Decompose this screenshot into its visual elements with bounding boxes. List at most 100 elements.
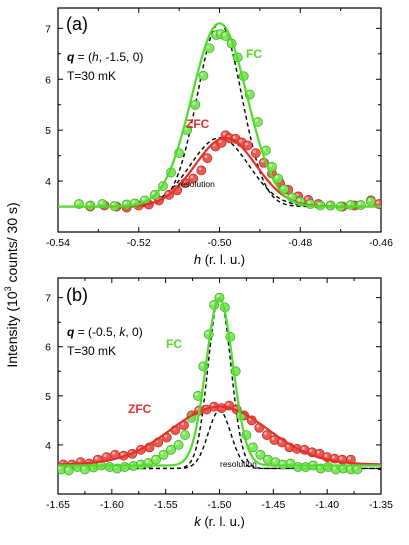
q-text: = ( <box>74 50 92 64</box>
fc-point-highlight <box>206 45 210 49</box>
y-tick-label: 7 <box>45 23 51 35</box>
zfc-point-highlight <box>263 432 267 436</box>
y-tick-label: 7 <box>45 293 51 305</box>
x-axis-variable: h <box>194 252 201 267</box>
zfc-point-highlight <box>94 456 98 460</box>
x-tick-label: -1.35 <box>369 499 393 511</box>
zfc-point-highlight <box>301 446 305 450</box>
fc-point-highlight <box>289 194 293 198</box>
fc-point-highlight <box>82 466 86 470</box>
fc-point-highlight <box>347 202 351 206</box>
fc-point-highlight <box>213 31 217 35</box>
q-symbol: q <box>67 325 75 339</box>
fc-point-highlight <box>347 466 351 470</box>
x-tick-label: -0.46 <box>369 237 393 249</box>
fc-point <box>366 196 376 207</box>
resolution-curve-fc <box>58 295 381 470</box>
zfc-label: ZFC <box>128 402 152 416</box>
zfc-point-highlight <box>218 139 222 143</box>
zfc-point-highlight <box>286 444 290 448</box>
fc-point-highlight <box>249 444 253 448</box>
fc-point-highlight <box>263 147 267 151</box>
zfc-point-highlight <box>190 175 194 179</box>
fc-point-highlight <box>184 127 188 131</box>
fc-point-highlight <box>327 202 331 206</box>
fc-point-highlight <box>182 432 186 436</box>
x-tick-label: -1.60 <box>100 499 124 511</box>
fc-point-highlight <box>99 201 103 204</box>
y-tick-label: 4 <box>45 440 51 452</box>
zfc-point <box>196 165 207 176</box>
fc-point-highlight <box>200 363 204 367</box>
plot-area <box>58 292 381 476</box>
fc-point <box>63 465 74 476</box>
fc-point-highlight <box>195 392 199 396</box>
zfc-point <box>202 153 213 164</box>
fc-point-highlight <box>217 30 221 34</box>
fc-point-highlight <box>275 175 279 179</box>
zfc-point-highlight <box>309 449 313 453</box>
zfc-point-highlight <box>324 454 328 458</box>
plot-area <box>58 22 381 213</box>
fc-point <box>121 199 132 210</box>
fc-point-highlight <box>269 163 273 167</box>
zfc-point-highlight <box>331 455 335 459</box>
fc-point-highlight <box>211 302 215 305</box>
fc-point-highlight <box>368 198 372 202</box>
fc-point-highlight <box>138 461 142 465</box>
fc-point <box>198 70 209 81</box>
fc-point-highlight <box>265 456 269 460</box>
zfc-point-highlight <box>211 403 215 407</box>
fc-point-highlight <box>87 202 91 206</box>
zfc-point-highlight <box>347 456 351 460</box>
x-axis-variable: k <box>194 514 202 529</box>
zfc-point-highlight <box>279 439 283 443</box>
zfc-point-highlight <box>204 155 208 159</box>
zfc-point-highlight <box>112 451 116 455</box>
zfc-fit-line <box>58 405 381 466</box>
zfc-point-highlight <box>198 167 202 171</box>
fc-label: FC <box>246 47 262 61</box>
y-tick-label: 5 <box>45 391 51 403</box>
y-tick-label: 6 <box>45 74 51 86</box>
q-vector-label: q = (h, -1.5, 0) <box>67 50 143 64</box>
x-tick-label: -0.52 <box>127 237 151 249</box>
fc-point <box>180 430 190 440</box>
fc-point-highlight <box>272 459 276 463</box>
panel-label: (b) <box>66 285 88 305</box>
q-vector-label: q = (-0.5, k, 0) <box>67 325 143 339</box>
zfc-point-highlight <box>232 135 236 139</box>
fc-point <box>119 462 130 472</box>
fc-point-highlight <box>168 446 172 450</box>
x-tick-label: -1.65 <box>46 499 70 511</box>
x-tick-label: -1.50 <box>208 499 232 511</box>
zfc-point-highlight <box>222 132 226 136</box>
fc-point-highlight <box>280 461 284 465</box>
fc-point-highlight <box>297 198 301 202</box>
fc-point-highlight <box>354 466 358 470</box>
resolution-label: resolution <box>178 179 215 189</box>
fc-point-highlight <box>216 294 220 298</box>
zfc-point-highlight <box>256 424 260 428</box>
zfc-point-highlight <box>238 139 242 143</box>
fc-point-highlight <box>76 201 80 204</box>
y-tick-label: 5 <box>45 125 51 137</box>
fc-point-highlight <box>317 202 321 206</box>
fc-point-highlight <box>123 201 127 205</box>
y-tick-label: 6 <box>45 342 51 354</box>
x-axis-label: k (r. l. u.) <box>194 514 245 529</box>
temperature-label: T=30 mK <box>67 69 116 83</box>
q-symbol: q <box>67 50 75 64</box>
fc-point-highlight <box>222 33 226 36</box>
fc-point-highlight <box>254 119 258 123</box>
fc-point-highlight <box>175 441 179 445</box>
x-axis-unit: (r. l. u.) <box>201 514 245 529</box>
panel-label: (a) <box>66 14 88 34</box>
zfc-point-highlight <box>196 407 200 411</box>
fc-point-highlight <box>65 467 69 471</box>
zfc-point-highlight <box>226 402 230 406</box>
fc-point-highlight <box>160 451 164 455</box>
fc-point-highlight <box>281 186 285 190</box>
